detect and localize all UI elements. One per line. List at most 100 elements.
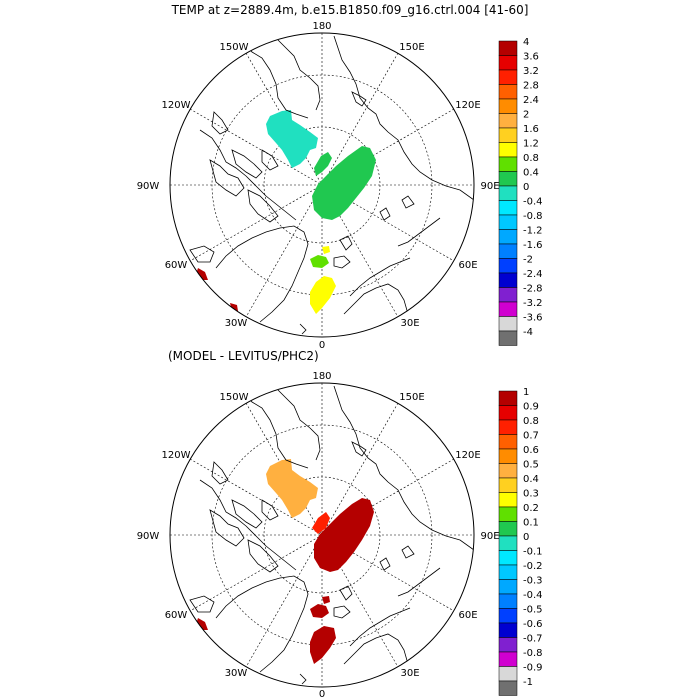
- colorbar-label: 0.2: [523, 503, 539, 514]
- colorbar-label: 3.2: [523, 66, 539, 77]
- colorbar-swatch: [498, 390, 518, 406]
- colorbar-label: -0.5: [523, 605, 543, 616]
- coastlines: [189, 385, 474, 685]
- colorbar-swatch: [498, 680, 518, 696]
- colorbar-swatch: [498, 84, 518, 100]
- lon-label-180: 180: [312, 21, 331, 32]
- colorbar-label: 2: [523, 110, 529, 121]
- lon-label-30w: 30W: [225, 318, 248, 329]
- lon-label-120e: 120E: [455, 450, 480, 461]
- colorbar-swatch: [498, 651, 518, 667]
- colorbar-label: -0.6: [523, 619, 543, 630]
- colorbar-swatch: [498, 55, 518, 71]
- lon-label-150e: 150E: [399, 42, 424, 53]
- colorbar-label: 2.4: [523, 95, 539, 106]
- colorbar-label: 0.5: [523, 460, 539, 471]
- fram-strait-anomaly: [310, 255, 329, 268]
- colorbar-swatch: [498, 579, 518, 595]
- lon-label-120e: 120E: [455, 100, 480, 111]
- colorbar-label: 0.9: [523, 402, 539, 413]
- colorbar-label: -0.3: [523, 576, 543, 587]
- coastlines: [189, 35, 474, 335]
- colorbar-swatch: [498, 550, 518, 566]
- colorbar-swatch: [498, 506, 518, 522]
- colorbar-label: 0.7: [523, 431, 539, 442]
- lon-label-90w: 90W: [137, 181, 160, 192]
- colorbar-swatch: [498, 258, 518, 274]
- colorbar-swatch: [498, 301, 518, 317]
- colorbar-label: -4: [523, 327, 533, 338]
- colorbar-label: -3.6: [523, 313, 543, 324]
- plot-subtitle: (MODEL - LEVITUS/PHC2): [168, 349, 319, 363]
- greenland-sea-anomaly: [310, 246, 336, 314]
- colorbar-label: -2: [523, 255, 533, 266]
- lon-label-60w: 60W: [165, 260, 188, 271]
- colorbar-swatch: [498, 593, 518, 609]
- colorbar-label: -0.1: [523, 547, 543, 558]
- colorbar-label: -0.4: [523, 197, 543, 208]
- colorbar-label: -0.9: [523, 663, 543, 674]
- colorbar-bottom: 1 0.9 0.8 0.7 0.6 0.5 0.4 0.3 0.2 0.1 0 -0.1 -0.2 -0.…: [498, 387, 543, 696]
- colorbar-swatch: [498, 637, 518, 653]
- colorbar-label: 0.6: [523, 445, 539, 456]
- colorbar-swatch: [498, 477, 518, 493]
- lon-label-120w: 120W: [162, 100, 191, 111]
- colorbar-label: 2.8: [523, 81, 539, 92]
- colorbar-label: 1: [523, 387, 529, 398]
- colorbar-swatch: [498, 200, 518, 216]
- colorbar-label: 0.4: [523, 168, 539, 179]
- polar-map-bottom: 180 0 90W 90E 150W 150E 120W 120E 60W 60…: [137, 371, 500, 700]
- colorbar-swatch: [498, 185, 518, 201]
- fram-strait-anomaly: [310, 604, 329, 618]
- lon-label-120w: 120W: [162, 450, 191, 461]
- colorbar-label: -0.7: [523, 634, 543, 645]
- lon-label-180: 180: [312, 371, 331, 382]
- colorbar-label: 0.8: [523, 153, 539, 164]
- lon-label-90w: 90W: [137, 531, 160, 542]
- colorbar-swatch: [498, 69, 518, 85]
- colorbar-swatch: [498, 316, 518, 332]
- colorbar-label: -1.6: [523, 240, 543, 251]
- colorbar-swatch: [498, 229, 518, 245]
- colorbar-swatch: [498, 330, 518, 346]
- colorbar-label: 0: [523, 532, 529, 543]
- colorbar-swatch: [498, 608, 518, 624]
- colorbar-swatch: [498, 434, 518, 450]
- makarov-streak-anomaly: [314, 152, 332, 176]
- colorbar-swatch: [498, 127, 518, 143]
- polar-map-top: 180 0 90W 90E 150W 150E 120W 120E 60W 60…: [137, 21, 500, 351]
- canada-basin-anomaly: [266, 110, 318, 168]
- colorbar-swatch: [498, 98, 518, 114]
- colorbar-swatch: [498, 405, 518, 421]
- colorbar-label: 0.1: [523, 518, 539, 529]
- lon-label-60e: 60E: [458, 610, 477, 621]
- colorbar-swatch: [498, 243, 518, 259]
- lon-label-90e: 90E: [480, 181, 499, 192]
- plot-title: TEMP at z=2889.4m, b.e15.B1850.f09_g16.c…: [171, 3, 529, 17]
- colorbar-swatch: [498, 622, 518, 638]
- lon-label-30w: 30W: [225, 668, 248, 679]
- colorbar-swatch: [498, 463, 518, 479]
- colorbar-swatch: [498, 287, 518, 303]
- colorbar-label: -0.2: [523, 561, 543, 572]
- colorbar-swatch: [498, 564, 518, 580]
- lon-label-60w: 60W: [165, 610, 188, 621]
- colorbar-label: 1.2: [523, 139, 539, 150]
- colorbar-label: 0.8: [523, 416, 539, 427]
- colorbar-label: -0.8: [523, 211, 543, 222]
- colorbar-label: 1.6: [523, 124, 539, 135]
- colorbar-label: -0.8: [523, 648, 543, 659]
- colorbar-label: -1.2: [523, 226, 543, 237]
- map-border: [169, 382, 475, 688]
- colorbar-label: 0.4: [523, 474, 539, 485]
- lon-label-0: 0: [319, 340, 325, 351]
- colorbar-swatch: [498, 448, 518, 464]
- lon-label-0: 0: [319, 689, 325, 700]
- colorbar-label: -2.4: [523, 269, 543, 280]
- colorbar-label: 3.6: [523, 52, 539, 63]
- colorbar-swatch: [498, 142, 518, 158]
- colorbar-label: -0.4: [523, 590, 543, 601]
- colorbar-top: 4 3.6 3.2 2.8 2.4 2 1.6 1.2 0.8 0.4 0 -0.4 -0.8 -1.2 -…: [498, 37, 543, 346]
- lon-label-60e: 60E: [458, 260, 477, 271]
